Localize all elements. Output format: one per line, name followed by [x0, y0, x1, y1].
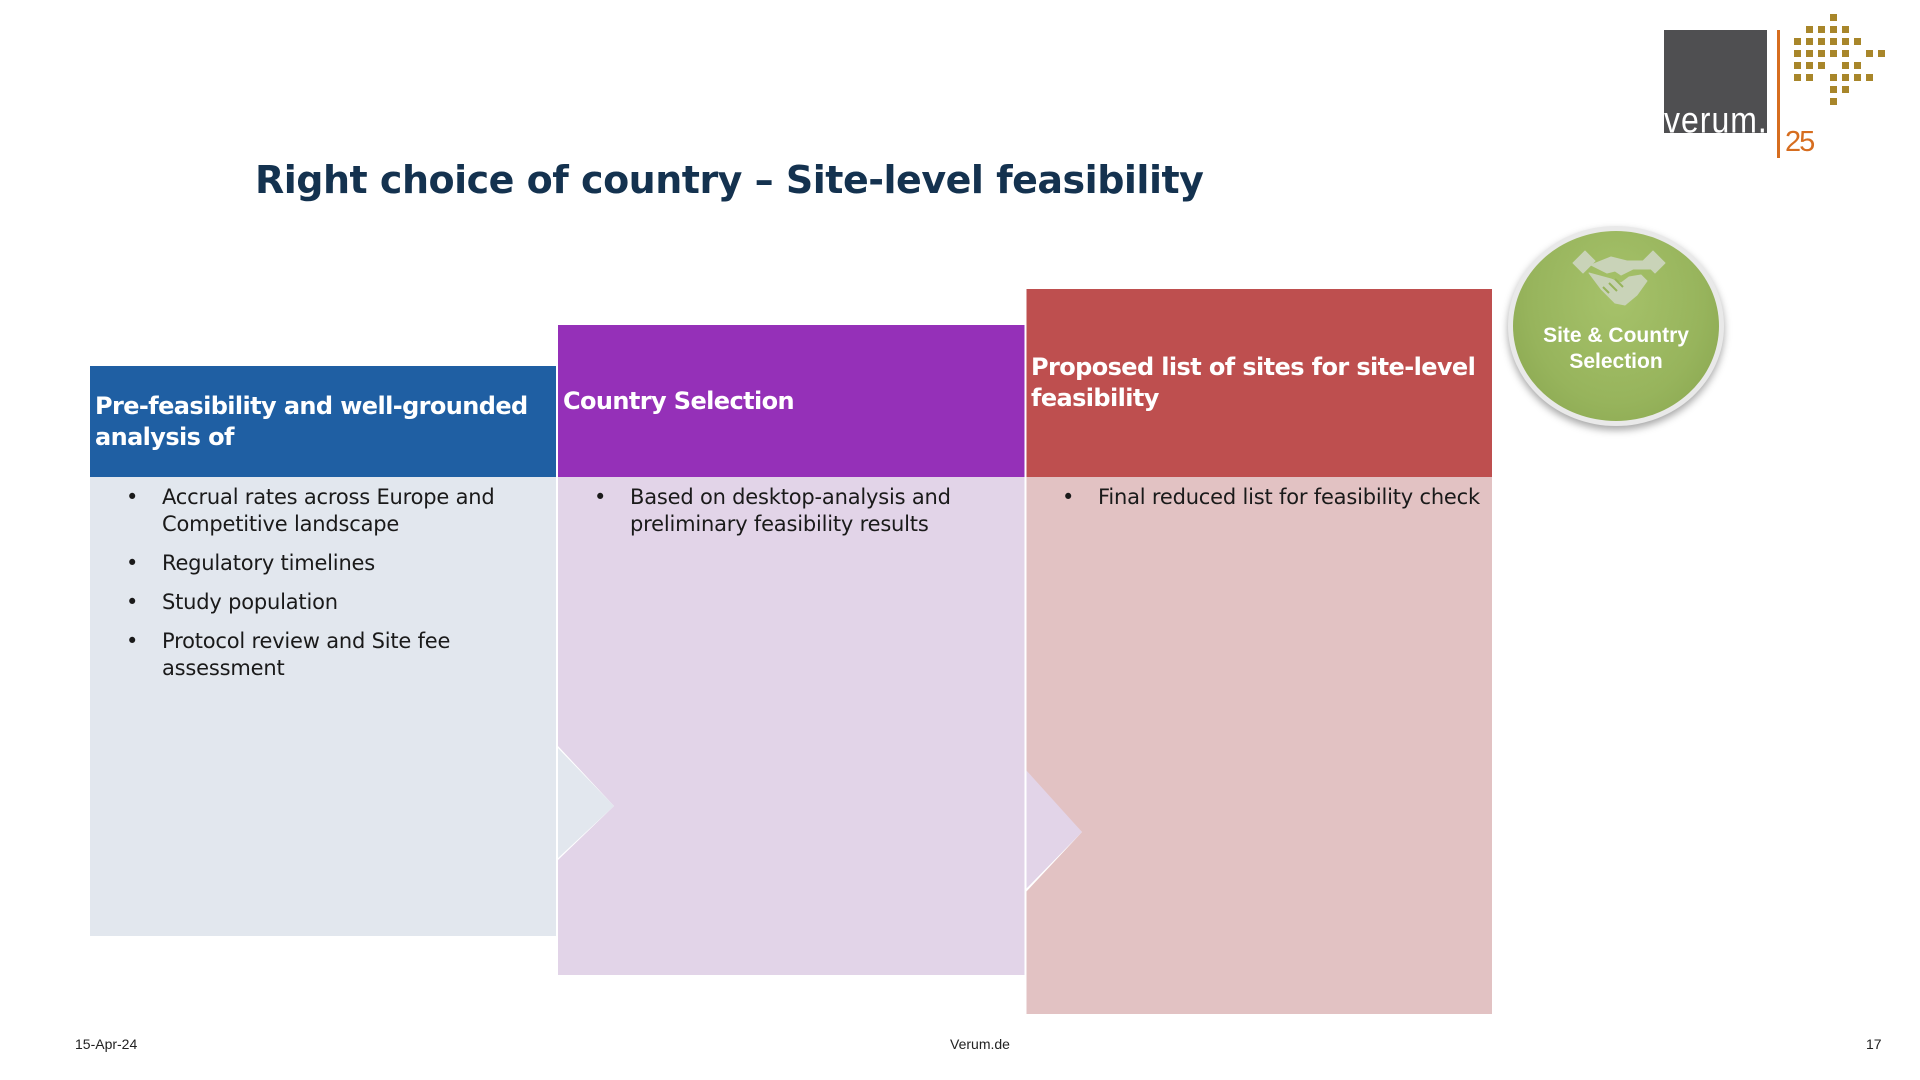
- footer-website: Verum.de: [950, 1036, 1010, 1052]
- list-item: Protocol review and Site fee assessment: [126, 628, 536, 682]
- list-item: Regulatory timelines: [126, 550, 536, 577]
- logo-divider: [1777, 30, 1780, 158]
- column-1-list: Accrual rates across Europe and Competit…: [126, 484, 536, 694]
- column-1-header-bg: [90, 366, 556, 477]
- column-2-list: Based on desktop-analysis and preliminar…: [594, 484, 1004, 550]
- column-3-header-text: Proposed list of sites for site-level fe…: [1031, 353, 1476, 412]
- logo-wordmark: verum.: [1664, 99, 1768, 141]
- footer-date: 15-Apr-24: [75, 1036, 138, 1052]
- list-item: Based on desktop-analysis and preliminar…: [594, 484, 1004, 538]
- column-3-list: Final reduced list for feasibility check: [1062, 484, 1492, 523]
- footer-page-number: 17: [1866, 1036, 1882, 1052]
- column-3-body: [1026, 477, 1492, 1014]
- column-3-header-bg: [1026, 289, 1492, 477]
- handshake-icon: [1572, 250, 1666, 306]
- column-1-arrow: [556, 746, 614, 860]
- column-3-header: Proposed list of sites for site-level fe…: [1031, 289, 1481, 477]
- column-2-header-bg: [558, 325, 1025, 477]
- badge-label-line2: Selection: [1569, 350, 1663, 373]
- badge-circle: Site & Country Selection: [1513, 231, 1719, 421]
- logo-dots-icon: [1794, 14, 1885, 105]
- site-country-badge: Site & Country Selection: [1508, 226, 1724, 426]
- column-2-header-text: Country Selection: [563, 386, 795, 415]
- column-1-header-text: Pre-feasibility and well-grounded analys…: [95, 391, 528, 451]
- list-item: Study population: [126, 589, 536, 616]
- column-1-header: Pre-feasibility and well-grounded analys…: [95, 366, 545, 477]
- column-2-header: Country Selection: [563, 325, 1013, 477]
- slide-title: Right choice of country – Site-level fea…: [255, 158, 1204, 202]
- list-item: Accrual rates across Europe and Competit…: [126, 484, 536, 538]
- badge-label: Site & Country Selection: [1513, 323, 1719, 375]
- badge-label-line1: Site & Country: [1543, 324, 1689, 347]
- list-item: Final reduced list for feasibility check: [1062, 484, 1492, 511]
- company-logo: verum.: [1664, 30, 1767, 141]
- column-2-body: [558, 477, 1082, 975]
- logo-anniversary-number: 25: [1785, 126, 1815, 158]
